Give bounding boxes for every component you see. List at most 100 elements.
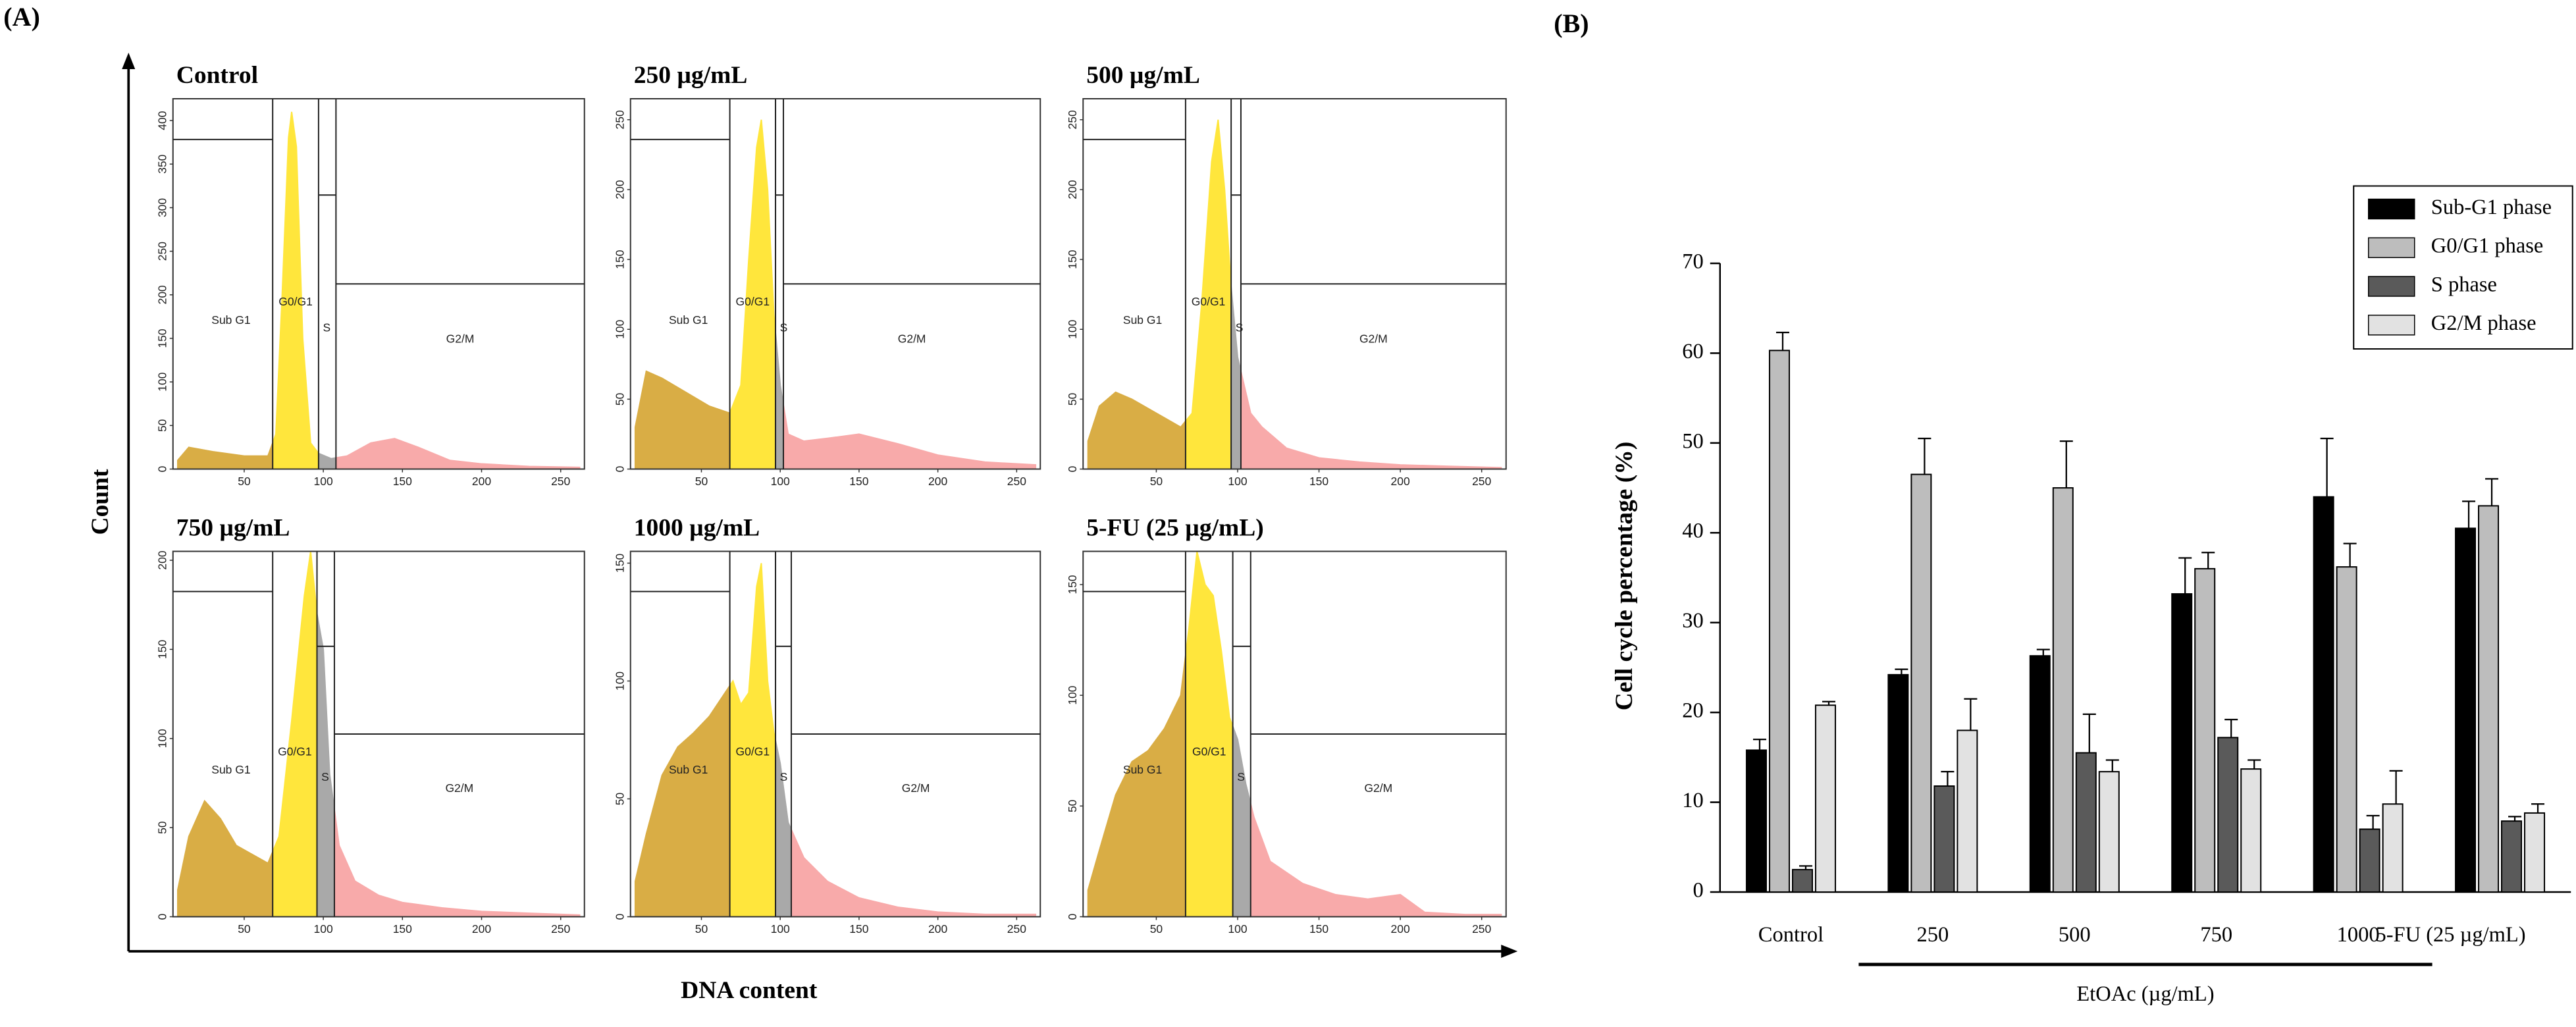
bar xyxy=(2075,752,2097,893)
gate-label: G0/G1 xyxy=(278,295,313,308)
y-axis-label: Cell cycle percentage (%) xyxy=(1611,442,1638,711)
histogram-area xyxy=(1240,368,1502,469)
gate-label: S xyxy=(323,321,331,334)
x-tick-label: 50 xyxy=(238,922,251,935)
x-tick-label: 150 xyxy=(1309,922,1328,935)
y-tick-label: 200 xyxy=(155,285,169,304)
x-tick-label: 100 xyxy=(771,922,790,935)
bar xyxy=(2098,771,2120,893)
bar xyxy=(2171,593,2193,893)
gate-label: G2/M xyxy=(1364,781,1392,795)
x-tick-label: 100 xyxy=(314,475,333,488)
panel-title: 500 µg/mL xyxy=(1086,62,1200,89)
bar xyxy=(2052,487,2074,893)
x-tick-label: 250 xyxy=(1917,923,1949,947)
x-tick-label: 100 xyxy=(1228,475,1247,488)
x-tick-label: 250 xyxy=(1007,922,1026,935)
x-tick-label: 200 xyxy=(472,922,491,935)
bar xyxy=(1791,868,1813,893)
histogram-area xyxy=(783,400,1037,469)
y-tick-label: 50 xyxy=(1066,799,1079,812)
gate-label: S xyxy=(780,321,788,334)
arrow-head xyxy=(122,53,136,69)
y-tick-label: 100 xyxy=(155,372,169,391)
x-tick-label: 200 xyxy=(1391,922,1410,935)
bar xyxy=(1933,785,1955,893)
x-tick-label: 500 xyxy=(2059,923,2091,947)
y-tick-label: 100 xyxy=(1066,685,1079,704)
x-tick-label: 750 xyxy=(2200,923,2232,947)
bar xyxy=(2382,803,2404,893)
bar xyxy=(2524,812,2546,893)
gate-label: G0/G1 xyxy=(1192,745,1226,758)
y-tick-label: 70 xyxy=(1682,250,1704,273)
histogram-area xyxy=(775,737,791,917)
histogram-area xyxy=(1231,277,1241,469)
histogram-area xyxy=(318,452,336,469)
y-tick-label: 50 xyxy=(613,392,626,406)
legend-swatch xyxy=(2368,315,2415,336)
y-tick-label: 150 xyxy=(613,250,626,269)
histogram-area xyxy=(1087,650,1186,917)
panel-title: Control xyxy=(176,62,258,89)
histogram-area xyxy=(336,438,581,469)
y-tick-label: 50 xyxy=(155,821,169,834)
y-tick-label: 30 xyxy=(1682,609,1704,633)
y-tick-label: 150 xyxy=(1066,575,1079,594)
x-axis-label: DNA content xyxy=(681,977,818,1004)
histogram-area xyxy=(273,551,317,917)
y-tick-label: 40 xyxy=(1682,519,1704,543)
bar xyxy=(2455,527,2477,893)
gate-label: G0/G1 xyxy=(1192,295,1226,308)
gate-label: S xyxy=(1237,770,1245,783)
y-tick-label: 0 xyxy=(155,465,169,472)
y-tick-label: 150 xyxy=(155,329,169,348)
y-tick-label: 150 xyxy=(613,554,626,573)
legend-swatch xyxy=(2368,198,2415,220)
gate-label: G2/M xyxy=(446,332,475,345)
y-tick-label: 200 xyxy=(1066,180,1079,199)
gate-label: G2/M xyxy=(445,781,473,795)
bar xyxy=(2359,828,2380,893)
y-tick-label: 200 xyxy=(155,550,169,569)
gate-label: Sub G1 xyxy=(669,313,708,327)
x-tick-label: 50 xyxy=(695,475,708,488)
arrow-head xyxy=(1501,945,1518,958)
x-tick-label: 100 xyxy=(1228,922,1247,935)
histogram-area xyxy=(634,370,730,469)
gate-label: G0/G1 xyxy=(736,295,770,308)
y-tick-label: 150 xyxy=(155,640,169,659)
x-tick-label: 150 xyxy=(1309,475,1328,488)
x-tick-label: 1000 xyxy=(2337,923,2380,947)
bar xyxy=(1887,673,1909,893)
histogram-area xyxy=(334,804,581,917)
x-tick-label: 100 xyxy=(314,922,333,935)
bar xyxy=(2501,820,2523,893)
y-tick-label: 100 xyxy=(155,729,169,748)
y-tick-label: 300 xyxy=(155,198,169,217)
histogram-area xyxy=(1232,724,1251,917)
gate-label: S xyxy=(780,770,788,783)
bar xyxy=(2194,567,2216,893)
histogram-area xyxy=(775,325,783,469)
x-tick-label: 250 xyxy=(1472,475,1491,488)
panel-label: (A) xyxy=(3,2,40,32)
gate-label: Sub G1 xyxy=(1123,313,1162,327)
y-tick-label: 0 xyxy=(613,465,626,472)
legend-swatch xyxy=(2368,237,2415,258)
x-tick-label: 150 xyxy=(849,475,868,488)
histogram-area xyxy=(176,799,273,917)
bar xyxy=(1910,473,1932,893)
gate-label: G2/M xyxy=(1359,332,1388,345)
y-tick-label: 50 xyxy=(613,792,626,805)
y-tick-label: 100 xyxy=(613,319,626,338)
bar xyxy=(1768,350,1790,893)
bar xyxy=(2336,566,2357,893)
y-axis-label: Count xyxy=(87,469,114,535)
legend-label: Sub-G1 phase xyxy=(2431,196,2552,219)
panel-title: 5-FU (25 µg/mL) xyxy=(1086,515,1263,542)
histogram-area xyxy=(1185,551,1233,917)
y-tick-label: 250 xyxy=(155,242,169,261)
y-tick-label: 20 xyxy=(1682,699,1704,723)
